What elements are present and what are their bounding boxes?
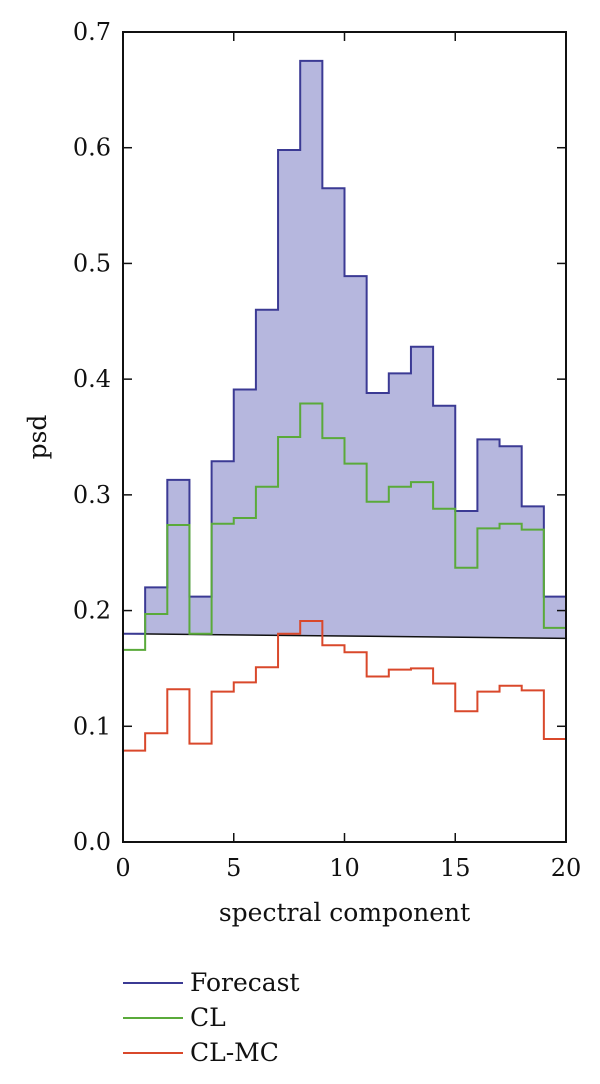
y-tick-label: 0.0 bbox=[73, 828, 111, 856]
y-tick-label: 0.5 bbox=[73, 249, 111, 277]
y-tick-label: 0.3 bbox=[73, 481, 111, 509]
x-tick-label: 10 bbox=[329, 854, 360, 882]
series-line-forecast bbox=[123, 59, 566, 635]
x-axis-label: spectral component bbox=[219, 898, 470, 927]
x-tick-label: 20 bbox=[551, 854, 582, 882]
y-tick-label: 0.7 bbox=[73, 18, 111, 46]
y-tick-label: 0.6 bbox=[73, 134, 111, 162]
y-tick-label: 0.1 bbox=[73, 712, 111, 740]
plot-area bbox=[122, 59, 567, 752]
legend-label-cl-mc: CL-MC bbox=[190, 1038, 279, 1067]
y-axis-label: psd bbox=[23, 415, 52, 460]
y-tick-label: 0.4 bbox=[73, 365, 111, 393]
x-tick-label: 0 bbox=[115, 854, 130, 882]
series-line-cl bbox=[123, 402, 566, 651]
x-tick-label: 5 bbox=[226, 854, 241, 882]
series-line-cl-mc bbox=[123, 619, 566, 752]
legend: Forecast CL CL-MC bbox=[123, 968, 300, 1067]
x-tick-label: 15 bbox=[440, 854, 471, 882]
y-tick-label: 0.2 bbox=[73, 597, 111, 625]
legend-label-cl: CL bbox=[190, 1003, 226, 1032]
ticks: 0 5 10 15 20 0.0 0.1 0.2 0.3 0.4 0.5 0.6 0.7 bbox=[73, 18, 581, 882]
legend-label-forecast: Forecast bbox=[190, 968, 300, 997]
